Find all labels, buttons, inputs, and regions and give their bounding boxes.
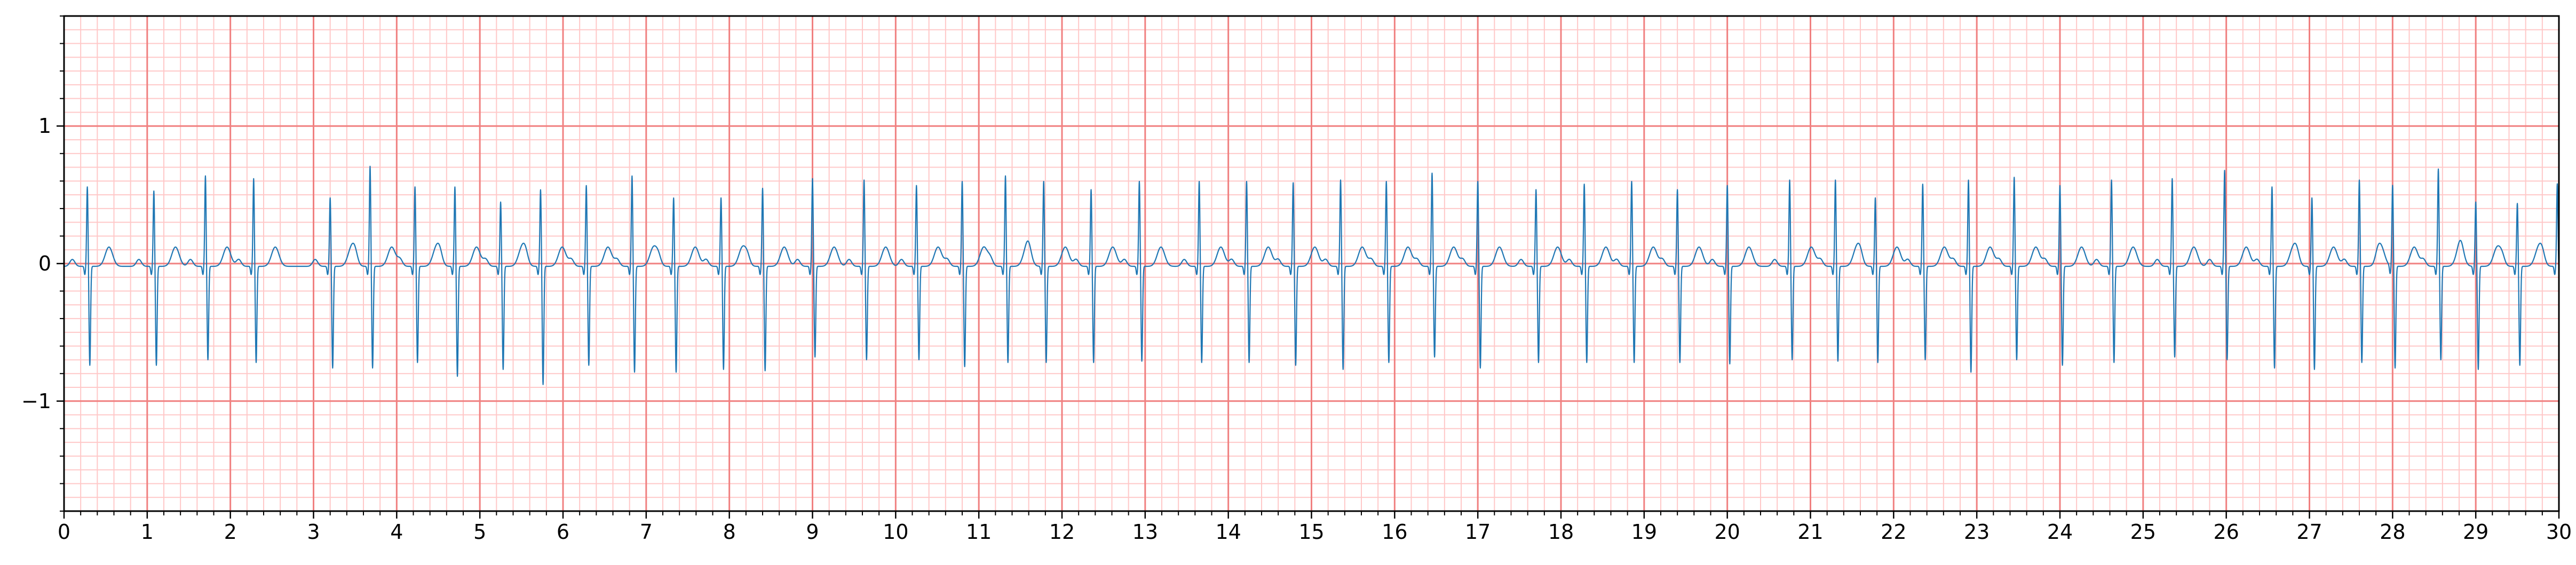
x-tick-label: 13 [1132, 520, 1158, 544]
x-tick-label: 24 [2047, 520, 2073, 544]
x-tick-label: 14 [1215, 520, 1241, 544]
ecg-series-line [64, 165, 2560, 385]
x-tick-label: 27 [2296, 520, 2322, 544]
x-tick-label: 4 [390, 520, 403, 544]
x-tick-label: 20 [1714, 520, 1740, 544]
x-tick-label: 15 [1298, 520, 1324, 544]
x-tick-label: 11 [966, 520, 992, 544]
x-tick-label: 22 [1881, 520, 1906, 544]
x-tick-label: 5 [473, 520, 486, 544]
x-tick-label: 12 [1049, 520, 1075, 544]
x-tick-label: 19 [1631, 520, 1657, 544]
x-tick-label: 2 [224, 520, 237, 544]
x-tick-label: 17 [1465, 520, 1491, 544]
x-tick-label: 0 [58, 520, 70, 544]
x-axis: 0 1 2 3 4 5 6 7 8 9 10 11 12 13 14 15 16 17 18 19 20 21 22 23 24… [58, 511, 2572, 544]
y-tick-label: 1 [38, 114, 51, 138]
x-tick-label: 16 [1382, 520, 1407, 544]
plot-area [63, 15, 2560, 512]
x-tick-label: 23 [1964, 520, 1990, 544]
y-tick-label: 0 [38, 252, 51, 275]
x-tick-label: 26 [2213, 520, 2239, 544]
x-tick-label: 29 [2463, 520, 2488, 544]
x-tick-label: 25 [2130, 520, 2156, 544]
x-tick-label: 3 [307, 520, 320, 544]
x-tick-label: 7 [640, 520, 653, 544]
x-tick-label: 28 [2380, 520, 2405, 544]
x-tick-label: 8 [723, 520, 736, 544]
x-tick-label: 1 [141, 520, 154, 544]
major-grid [63, 16, 2560, 511]
y-axis: 1 0 −1 [21, 15, 64, 512]
x-tick-label: 6 [557, 520, 569, 544]
series-layer [64, 165, 2560, 385]
x-tick-label: 21 [1797, 520, 1823, 544]
x-tick-label: 18 [1548, 520, 1574, 544]
y-tick-label: −1 [21, 389, 51, 413]
x-tick-label: 10 [883, 520, 908, 544]
x-tick-label: 30 [2546, 520, 2572, 544]
x-tick-label: 9 [806, 520, 819, 544]
